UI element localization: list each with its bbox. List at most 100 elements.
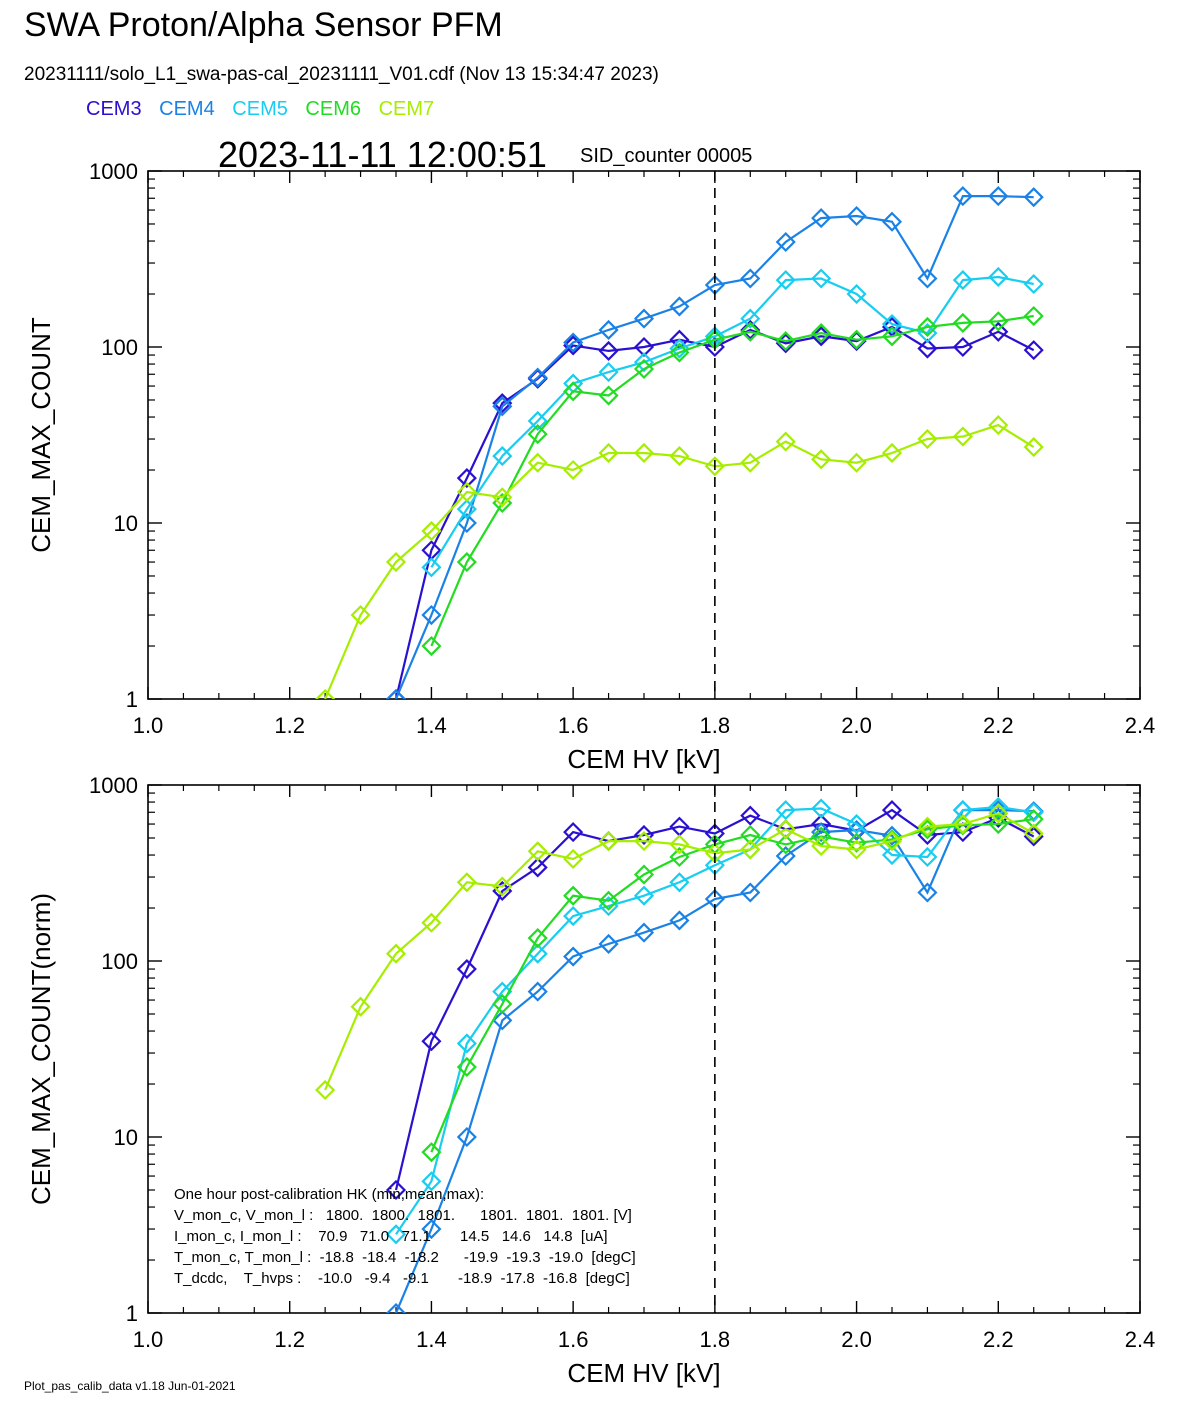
data-point-cem5: [952, 270, 973, 291]
data-point-cem6: [669, 846, 690, 868]
data-point-cem4: [811, 822, 832, 843]
x-tick-label: 2.0: [841, 713, 872, 738]
data-point-cem3: [492, 393, 513, 414]
chart-panel-2: 1.0 1.2 1.4 1.6 1.8 2.0 2.2 2.4 1 10 100 1000 CEM HV…: [26, 773, 1155, 1388]
data-point-cem5: [669, 338, 690, 359]
data-point-cem7: [563, 848, 584, 870]
data-point-cem7: [775, 819, 796, 840]
data-point-cem3: [1023, 340, 1044, 361]
data-point-cem7: [846, 452, 867, 473]
data-point-cem6: [811, 323, 832, 344]
data-point-cem3: [1023, 826, 1044, 847]
data-point-cem7: [527, 841, 548, 862]
data-point-cem3: [563, 822, 584, 843]
data-point-cem4: [669, 296, 690, 317]
data-point-cem3: [456, 468, 477, 489]
data-point-cem6: [846, 832, 867, 853]
plot-area: [315, 186, 1044, 699]
data-point-cem3: [633, 824, 655, 846]
data-point-cem7: [350, 996, 371, 1017]
data-point-cem7: [669, 446, 690, 467]
data-point-cem4: [1023, 187, 1044, 208]
y-tick-label: 1: [126, 1301, 138, 1326]
y-tick-label: 10: [114, 1125, 138, 1150]
data-point-cem5: [669, 872, 690, 893]
data-point-cem5: [881, 314, 903, 335]
x-tick-label: 1.4: [416, 1327, 447, 1352]
x-tick-label: 1.2: [274, 1327, 305, 1352]
x-tick-label: 1.2: [274, 713, 305, 738]
data-point-cem4: [988, 186, 1009, 207]
data-point-cem4: [492, 1010, 513, 1031]
data-point-cem5: [811, 798, 832, 819]
data-point-cem4: [881, 825, 903, 846]
data-point-cem6: [563, 885, 584, 906]
data-point-cem5: [492, 981, 513, 1002]
x-tick-label: 2.2: [983, 713, 1014, 738]
data-point-cem7: [988, 803, 1009, 824]
data-point-cem5: [917, 846, 938, 868]
y-axis-title: CEM_MAX_COUNT: [26, 317, 56, 553]
data-point-cem6: [740, 321, 761, 342]
sid-counter: SID_counter 00005: [580, 145, 753, 167]
data-point-cem7: [1023, 437, 1044, 458]
data-point-cem5: [988, 266, 1009, 288]
x-tick-label: 1.6: [558, 713, 589, 738]
data-point-cem3: [740, 319, 761, 340]
data-point-cem4: [740, 268, 761, 289]
series-line-cem5: [430, 275, 1034, 568]
data-point-cem6: [952, 312, 973, 333]
legend-item-cem7: CEM7: [378, 98, 435, 120]
data-point-cem4: [775, 845, 796, 867]
data-point-cem6: [421, 1142, 442, 1163]
hk-line: I_mon_c, I_mon_l : 70.9 71.0 71.1 14.5 1…: [174, 1228, 608, 1245]
data-point-cem5: [598, 362, 619, 383]
data-point-cem6: [598, 385, 619, 406]
hk-line: T_mon_c, T_mon_l : -18.8 -18.4 -18.2 -19…: [174, 1249, 636, 1266]
data-point-cem7: [740, 452, 761, 473]
data-point-cem3: [917, 338, 938, 359]
legend-item-cem6: CEM6: [305, 98, 361, 120]
data-point-cem6: [598, 890, 619, 911]
data-point-cem4: [740, 882, 761, 903]
data-point-cem4: [563, 946, 584, 967]
data-point-cem4: [385, 1302, 407, 1313]
data-point-cem5: [1023, 802, 1044, 823]
plot-frame: [147, 170, 1141, 700]
data-point-cem6: [846, 329, 867, 350]
data-point-cem6: [633, 358, 655, 380]
data-point-cem7: [527, 452, 548, 473]
data-point-cem6: [1023, 809, 1044, 830]
x-tick-label: 1.8: [700, 713, 731, 738]
file-info: 20231111/solo_L1_swa-pas-cal_20231111_V0…: [24, 64, 659, 85]
legend-item-cem4: CEM4: [159, 98, 215, 120]
x-tick-label: 1.0: [133, 1327, 164, 1352]
y-tick-label: 1000: [89, 773, 138, 798]
data-point-cem6: [527, 928, 548, 949]
hk-line: V_mon_c, V_mon_l : 1800. 1800. 1801. 180…: [174, 1207, 632, 1224]
data-point-cem3: [421, 1031, 442, 1052]
data-point-cem5: [456, 499, 477, 520]
data-point-cem6: [633, 864, 655, 885]
data-point-cem3: [988, 321, 1009, 342]
data-point-cem3: [563, 335, 584, 356]
legend-item-cem3: CEM3: [86, 98, 142, 120]
plot-area: [315, 796, 1044, 1313]
data-point-cem3: [952, 336, 973, 358]
data-point-cem5: [385, 1224, 407, 1245]
series-line-cem4: [394, 195, 1034, 699]
data-point-cem6: [1023, 305, 1044, 327]
data-point-cem6: [421, 635, 442, 657]
x-tick-label: 1.4: [416, 713, 447, 738]
x-tick-label: 2.0: [841, 1327, 872, 1352]
x-axis-title: CEM HV [kV]: [567, 744, 720, 774]
data-point-cem7: [740, 839, 761, 860]
series-line-cem7: [324, 423, 1035, 699]
data-point-cem4: [421, 1218, 442, 1240]
legend-item-cem5: CEM5: [232, 98, 288, 120]
data-point-cem5: [421, 557, 442, 578]
series-line-cem5: [395, 805, 1034, 1235]
y-tick-label: 10: [114, 511, 138, 536]
data-point-cem7: [669, 834, 690, 855]
series-line-cem7: [324, 812, 1035, 1091]
